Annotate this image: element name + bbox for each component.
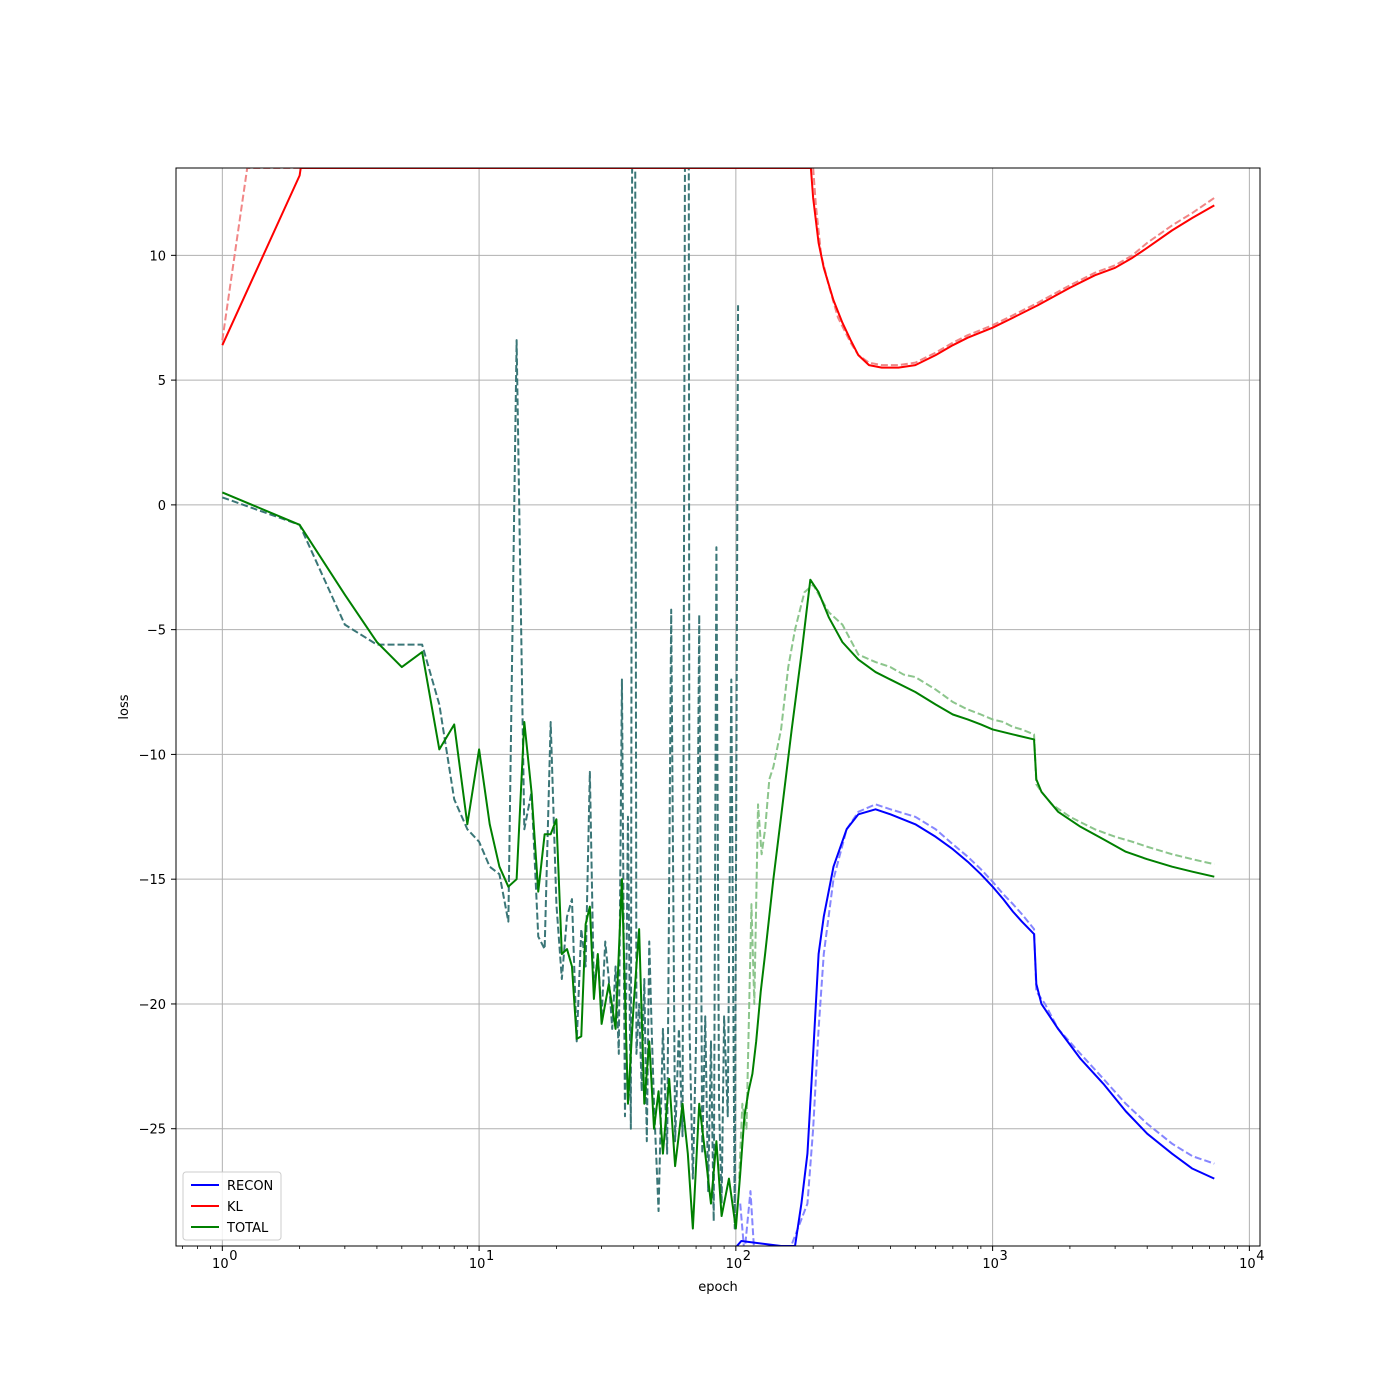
x-tick-label: 10 [1239, 1257, 1256, 1272]
x-axis-label: epoch [698, 1280, 738, 1295]
y-axis-label: loss [117, 694, 132, 719]
x-tick-exponent: 2 [743, 1249, 751, 1264]
y-tick-label: −10 [139, 748, 166, 763]
y-tick-label: −15 [139, 873, 166, 888]
series-line [221, 168, 1215, 369]
x-tick-label: 10 [726, 1257, 743, 1272]
legend-box [182, 1171, 282, 1241]
x-tick-exponent: 4 [1256, 1249, 1264, 1264]
series-line [738, 583, 1215, 1179]
series-line [221, 491, 1215, 1230]
series-line [739, 803, 1215, 1246]
x-tick-exponent: 3 [999, 1249, 1007, 1264]
series-line [736, 808, 1215, 1246]
series-line [221, 168, 1215, 367]
y-tick-label: 10 [149, 249, 166, 264]
y-tick-label: −5 [147, 624, 166, 639]
plot-frame [175, 167, 1261, 1247]
y-tick-label: −25 [139, 1123, 166, 1138]
x-tick-exponent: 0 [229, 1249, 237, 1264]
series-layer [221, 168, 1215, 1246]
legend: RECON KL TOTAL [182, 1171, 282, 1241]
x-tick-label: 10 [469, 1257, 486, 1272]
x-tick-exponent: 1 [486, 1249, 494, 1264]
y-tick-label: 5 [158, 374, 166, 389]
legend-entry: RECON [227, 1179, 273, 1194]
x-tick-label: 10 [982, 1257, 999, 1272]
x-tick-label: 10 [212, 1257, 229, 1272]
legend-entry: KL [227, 1200, 244, 1215]
y-tick-label: 0 [158, 499, 166, 514]
y-tick-label: −20 [139, 998, 166, 1013]
legend-entry: TOTAL [226, 1221, 269, 1236]
